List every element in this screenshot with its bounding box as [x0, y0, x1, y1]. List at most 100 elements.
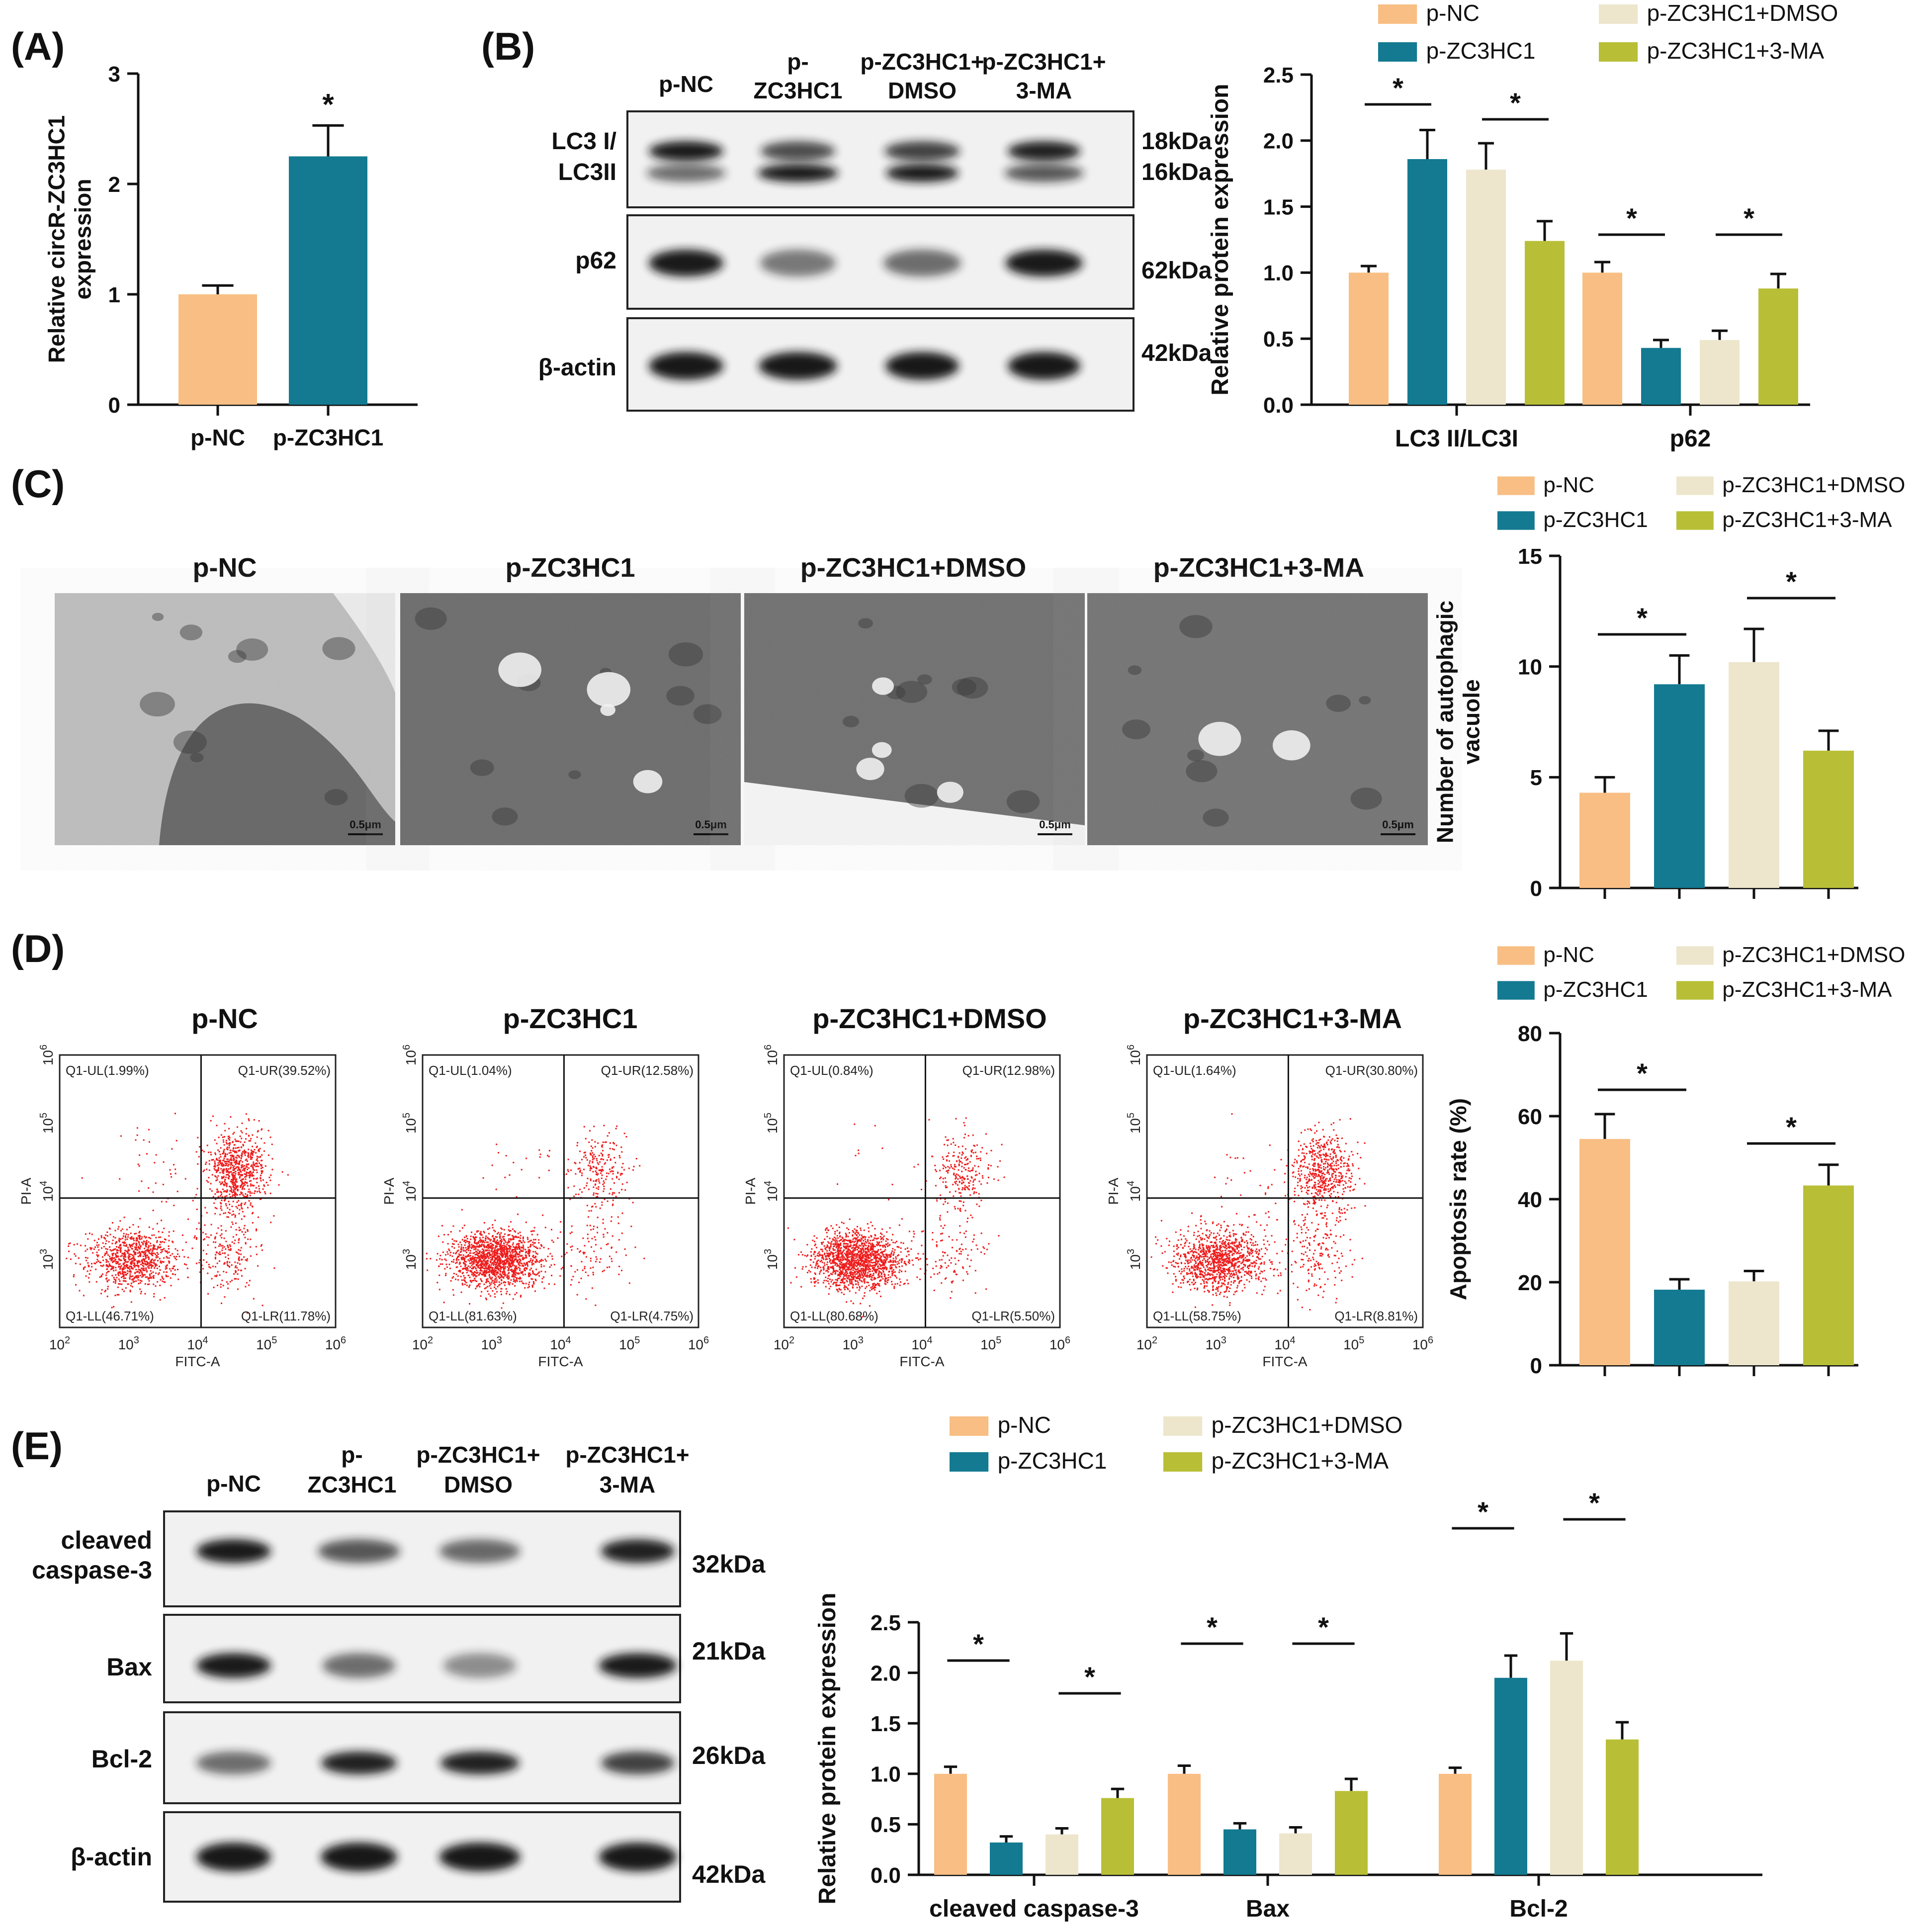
y-tick-label: 106: [38, 1045, 56, 1065]
bar: [1407, 159, 1447, 405]
x-tick-label: 105: [619, 1335, 640, 1352]
bar: [1579, 792, 1630, 888]
y-tick-label: 60: [1518, 1105, 1542, 1129]
bar: [1335, 1791, 1368, 1875]
tem-organelle: [957, 677, 988, 699]
bar: [1279, 1833, 1312, 1875]
x-tick-label: 106: [1049, 1335, 1070, 1352]
significance-star: *: [1207, 1611, 1218, 1643]
y-tick-label: 2.0: [1263, 129, 1294, 154]
y-tick-label: 1.0: [871, 1762, 901, 1787]
y-tick-label: 0.0: [1263, 393, 1294, 418]
chart-d: 0 20 40 60 80 * * Apoptosis rate (%) p-NC p-ZC3HC…: [1445, 943, 1905, 1378]
row-label: LC3 I/: [551, 128, 616, 155]
tem-organelle: [324, 789, 348, 805]
y-axis-label: PI-A: [1106, 1177, 1121, 1205]
bar: [1466, 170, 1506, 405]
quadrant-label-ll: Q1-LL(81.63%): [429, 1309, 517, 1323]
row-label: cleaved: [61, 1526, 152, 1554]
band: [196, 1843, 271, 1871]
legend-label: p-ZC3HC1+3-MA: [1722, 977, 1892, 1002]
x-tick-label: cleaved caspase-3: [929, 1896, 1139, 1922]
legend-swatch: [1378, 42, 1417, 62]
legend-label: p-ZC3HC1: [998, 1448, 1107, 1474]
y-tick-label: 2.5: [1263, 63, 1294, 88]
quadrant-label-ur: Q1-UR(39.52%): [238, 1063, 331, 1078]
lane-label: p-NC: [659, 71, 713, 97]
y-tick-label: 0.5: [871, 1813, 901, 1837]
tem-vacuole: [600, 703, 615, 716]
tem-organelle: [1006, 790, 1040, 813]
y-tick-label: 106: [1126, 1045, 1143, 1065]
tem-organelle: [917, 674, 932, 685]
band: [196, 1539, 271, 1563]
tem-organelle: [1326, 695, 1351, 712]
quadrant-label-ur: Q1-UR(12.58%): [601, 1063, 694, 1078]
y-tick-label: 103: [401, 1249, 419, 1270]
y-tick-label: 2: [108, 173, 120, 197]
quadrant-label-lr: Q1-LR(11.78%): [241, 1309, 331, 1323]
y-tick-label: 105: [763, 1113, 780, 1134]
tem-vacuole: [856, 758, 884, 781]
significance-star: *: [1318, 1611, 1329, 1643]
x-tick-label: 103: [481, 1335, 502, 1352]
x-axis-label: FITC-A: [175, 1354, 220, 1369]
tem-scalebar-label: 0.5μm: [695, 818, 727, 831]
legend-label: p-ZC3HC1+DMSO: [1647, 0, 1838, 26]
bar: [1349, 272, 1389, 405]
tem-vacuole: [937, 782, 963, 803]
y-tick-label: 0: [108, 393, 120, 418]
legend-label: p-ZC3HC1+DMSO: [1212, 1412, 1403, 1438]
tem-organelle: [1203, 808, 1229, 827]
y-axis-label: Relative protein expression: [1207, 84, 1233, 396]
bar: [1654, 684, 1705, 888]
tem-texture: [1087, 593, 1428, 845]
band: [443, 1653, 517, 1678]
significance-star: *: [1637, 1057, 1648, 1089]
significance-star: *: [1786, 566, 1797, 597]
legend-swatch: [1676, 511, 1714, 530]
y-tick-label: 105: [1126, 1113, 1143, 1134]
y-tick-label: 0.5: [1263, 327, 1294, 351]
bar: [1803, 1185, 1854, 1365]
lane-label: p-ZC3HC1+: [416, 1442, 540, 1468]
bar: [934, 1773, 967, 1875]
row-label: β-actin: [71, 1843, 152, 1871]
legend-swatch: [1599, 42, 1638, 62]
bar: [1803, 750, 1854, 888]
y-axis-label: Relative circR-ZC3HC1: [44, 115, 70, 363]
lane-label: ZC3HC1: [308, 1472, 397, 1497]
tem-organelle: [895, 681, 928, 703]
kda-label: 42kDa: [1141, 340, 1212, 366]
tem-organelle: [322, 637, 355, 660]
tem-title: p-ZC3HC1: [505, 553, 635, 583]
legend-label: p-ZC3HC1+3-MA: [1722, 508, 1892, 532]
band: [885, 352, 960, 380]
x-tick-label: 102: [49, 1335, 70, 1352]
y-axis-label: Number of autophagic: [1432, 601, 1458, 843]
bar: [1582, 272, 1622, 405]
band: [649, 250, 723, 276]
bar: [1494, 1677, 1527, 1875]
x-tick-label: 104: [187, 1335, 208, 1352]
tem-background: [333, 593, 395, 693]
x-axis-label: FITC-A: [538, 1354, 583, 1369]
band: [885, 164, 959, 182]
chart-a: 0 1 2 3 p-NC p-ZC3HC1 * Relative circR-ZC3HC1 ex…: [44, 62, 418, 450]
tem-organelle: [668, 642, 703, 667]
significance-star: *: [1589, 1487, 1600, 1518]
bar: [1758, 288, 1798, 405]
tem-organelle: [152, 613, 164, 621]
x-tick-label: 103: [843, 1335, 864, 1352]
flow-title: p-ZC3HC1+DMSO: [812, 1003, 1047, 1034]
legend-swatch: [1599, 4, 1638, 24]
x-tick-label: 106: [325, 1335, 346, 1352]
y-tick-label: 105: [401, 1113, 419, 1134]
tem-nucleus: [159, 703, 395, 845]
bar: [1654, 1290, 1705, 1365]
lane-label: p-ZC3HC1+: [982, 49, 1106, 75]
y-tick-label: 105: [38, 1113, 56, 1134]
band: [883, 250, 961, 276]
legend-label: p-NC: [1426, 0, 1480, 26]
kda-label: 18kDa: [1141, 128, 1212, 155]
